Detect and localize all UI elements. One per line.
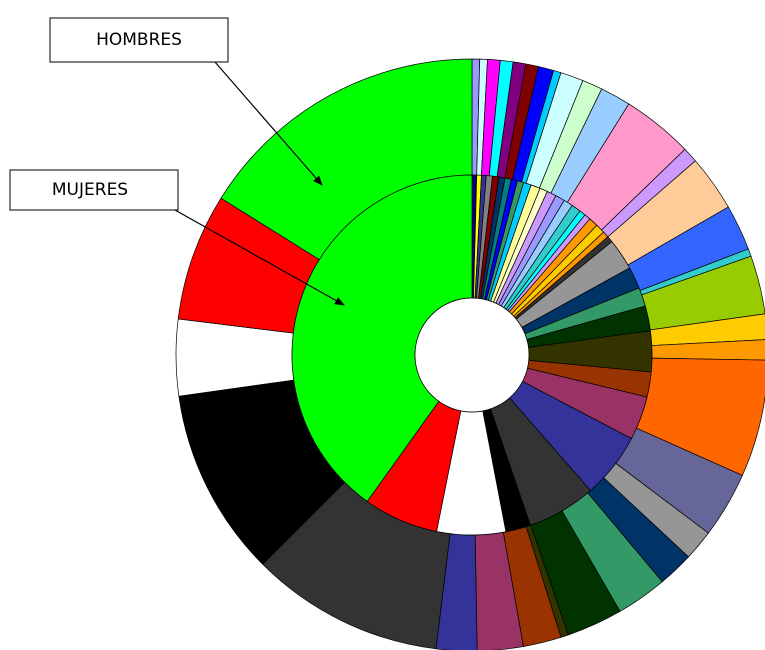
callout-box <box>49 17 229 63</box>
callout-arrow <box>214 61 323 186</box>
callout-label: HOMBRES <box>96 30 182 50</box>
callout-arrow <box>174 209 345 306</box>
rings <box>175 58 765 650</box>
callout-label: MUJERES <box>52 180 128 200</box>
hole <box>414 297 530 413</box>
callout-box <box>9 169 179 211</box>
